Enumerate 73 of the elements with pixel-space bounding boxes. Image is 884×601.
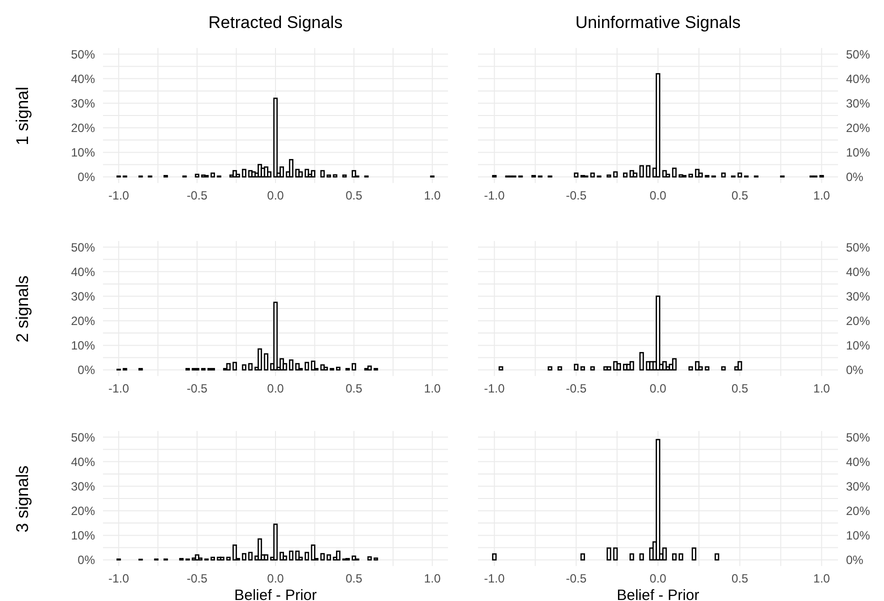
x-tick-label: 0.5 xyxy=(731,188,748,203)
y-tick-label: 50% xyxy=(70,47,96,62)
y-tick-label: 0% xyxy=(846,363,864,378)
y-tick-label: 50% xyxy=(70,430,96,444)
x-tick-label: 0.0 xyxy=(267,382,284,396)
y-tick-label: 40% xyxy=(846,264,870,279)
y-tick-label: 0% xyxy=(846,553,864,568)
y-tick-label: 20% xyxy=(846,504,870,518)
x-tick-label: 0.5 xyxy=(731,382,748,396)
y-tick-label: 30% xyxy=(846,96,870,110)
x-tick-label: -1.0 xyxy=(108,188,130,203)
x-tick-label: -0.5 xyxy=(186,382,208,396)
chart-title: Retracted Signals xyxy=(207,13,344,33)
x-tick-label: -0.5 xyxy=(566,382,587,396)
y-tick-label: 20% xyxy=(70,504,96,518)
y-tick-label: 30% xyxy=(70,479,96,494)
y-tick-label: 30% xyxy=(846,289,870,304)
y-tick-label: 50% xyxy=(70,240,96,254)
x-tick-label: 0.5 xyxy=(731,572,748,586)
chart-title: Uninformative Signals xyxy=(574,13,742,33)
y-tick-label: 40% xyxy=(70,72,96,86)
y-tick-label: 0% xyxy=(78,363,96,378)
y-tick-label: 30% xyxy=(70,96,96,110)
x-tick-label: -0.5 xyxy=(566,572,587,586)
x-tick-label: -0.5 xyxy=(566,188,587,203)
x-tick-label: 1.0 xyxy=(424,188,441,203)
x-tick-label: 0.0 xyxy=(650,572,667,586)
x-tick-label: 0.0 xyxy=(267,572,284,586)
y-tick-label: 50% xyxy=(846,47,870,62)
y-tick-label: 10% xyxy=(70,338,96,353)
x-tick-label: 0.0 xyxy=(650,382,667,396)
x-tick-label: -0.5 xyxy=(186,572,208,586)
x-tick-label: -1.0 xyxy=(484,572,506,586)
y-tick-label: 10% xyxy=(846,338,870,353)
y-tick-label: 40% xyxy=(846,72,870,86)
y-tick-label: 40% xyxy=(70,264,96,279)
x-tick-label: 0.5 xyxy=(346,188,363,203)
x-tick-label: 0.5 xyxy=(346,572,363,586)
y-tick-label: 20% xyxy=(70,314,96,328)
x-tick-label: 1.0 xyxy=(813,382,830,396)
y-axis-title: 1 signal xyxy=(13,86,33,145)
y-tick-label: 50% xyxy=(846,430,870,444)
y-tick-label: 20% xyxy=(846,121,870,136)
x-tick-label: 0.0 xyxy=(267,188,284,203)
x-tick-label: 0.5 xyxy=(346,382,363,396)
x-tick-label: 0.0 xyxy=(650,188,667,203)
y-tick-label: 10% xyxy=(846,146,870,160)
y-tick-label: 0% xyxy=(78,553,96,568)
x-tick-label: -1.0 xyxy=(108,572,130,586)
y-tick-label: 10% xyxy=(70,146,96,160)
y-tick-label: 50% xyxy=(846,240,870,254)
y-tick-label: 0% xyxy=(846,170,864,184)
y-tick-label: 20% xyxy=(70,121,96,136)
x-tick-label: 1.0 xyxy=(424,382,441,396)
y-tick-label: 20% xyxy=(846,314,870,328)
x-tick-label: 1.0 xyxy=(424,572,441,586)
y-tick-label: 10% xyxy=(70,528,96,543)
x-axis-title: Belief - Prior xyxy=(616,587,700,601)
y-tick-label: 30% xyxy=(846,479,870,494)
y-tick-label: 40% xyxy=(846,454,870,469)
y-axis-title: 3 signals xyxy=(13,464,33,532)
y-tick-label: 0% xyxy=(78,170,96,184)
y-tick-label: 40% xyxy=(70,454,96,469)
y-axis-title: 2 signals xyxy=(13,274,33,342)
x-tick-label: 1.0 xyxy=(813,188,830,203)
x-tick-label: -1.0 xyxy=(484,382,506,396)
x-tick-label: 1.0 xyxy=(813,572,830,586)
x-tick-label: -0.5 xyxy=(186,188,208,203)
x-axis-title: Belief - Prior xyxy=(233,587,318,601)
x-tick-label: -1.0 xyxy=(484,188,506,203)
y-tick-label: 30% xyxy=(70,289,96,304)
x-tick-label: -1.0 xyxy=(108,382,130,396)
y-tick-label: 10% xyxy=(846,528,870,543)
